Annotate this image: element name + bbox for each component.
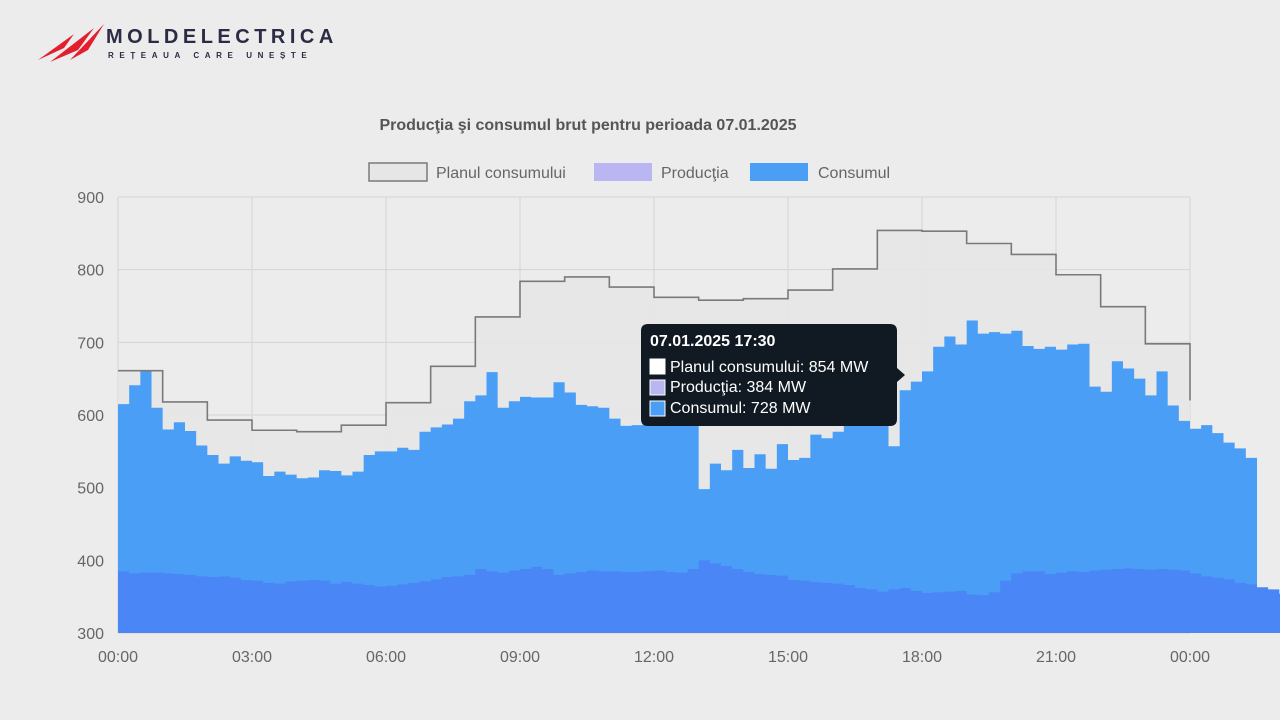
chart-title: Producţia şi consumul brut pentru perioa…: [379, 117, 796, 134]
legend-label-productie: Producţia: [661, 165, 729, 182]
y-tick-label: 300: [77, 626, 104, 643]
y-tick-label: 800: [77, 263, 104, 280]
legend-swatch-plan: [368, 162, 428, 182]
tooltip-swatch-consum: [649, 400, 666, 417]
x-tick-label: 21:00: [1036, 649, 1076, 666]
legend-label-plan: Planul consumului: [436, 165, 566, 182]
tooltip-line-productie: Producţia: 384 MW: [670, 379, 807, 396]
y-tick-label: 700: [77, 335, 104, 352]
tooltip-swatch-plan: [649, 358, 666, 375]
tooltip: 07.01.2025 17:30 Planul consumului: 854 …: [641, 324, 905, 426]
tooltip-line-plan: Planul consumului: 854 MW: [670, 359, 869, 376]
x-tick-label: 00:00: [98, 649, 138, 666]
tooltip-title: 07.01.2025 17:30: [650, 333, 776, 350]
y-tick-label: 600: [77, 408, 104, 425]
legend-swatch-productie: [594, 163, 652, 181]
y-tick-label: 400: [77, 553, 104, 570]
tooltip-line-consum: Consumul: 728 MW: [670, 400, 811, 417]
logo-brand: MOLDELECTRICA: [106, 26, 338, 48]
x-tick-label: 03:00: [232, 649, 272, 666]
x-axis: 00:00 03:00 06:00 09:00 12:00 15:00 18:00 21:00…: [98, 649, 1210, 666]
x-tick-label: 18:00: [902, 649, 942, 666]
consum-area: [118, 320, 1257, 633]
x-tick-label: 09:00: [500, 649, 540, 666]
y-tick-label: 900: [77, 190, 104, 207]
x-tick-label: 06:00: [366, 649, 406, 666]
tooltip-swatch-productie: [649, 379, 666, 396]
productie-area: [118, 560, 1280, 633]
legend-item-productie[interactable]: Producţia: [594, 163, 729, 182]
legend-label-consum: Consumul: [818, 165, 890, 182]
x-tick-label: 15:00: [768, 649, 808, 666]
moldelectrica-logo: MOLDELECTRICA REȚEAUA CARE UNEȘTE: [34, 20, 374, 66]
tooltip-box: [641, 324, 905, 426]
x-tick-label: 12:00: [634, 649, 674, 666]
y-tick-label: 500: [77, 481, 104, 498]
legend-item-consum[interactable]: Consumul: [750, 163, 890, 182]
legend-swatch-consum: [750, 163, 808, 181]
legend: Planul consumului Producţia Consumul: [368, 162, 890, 182]
logo-arrows-icon: [38, 24, 104, 62]
logo-tagline: REȚEAUA CARE UNEȘTE: [108, 51, 313, 60]
x-tick-label: 00:00: [1170, 649, 1210, 666]
legend-item-plan[interactable]: Planul consumului: [368, 162, 566, 182]
y-axis: 300 400 500 600 700 800 900: [77, 190, 104, 643]
plan-line: [118, 229, 1191, 433]
